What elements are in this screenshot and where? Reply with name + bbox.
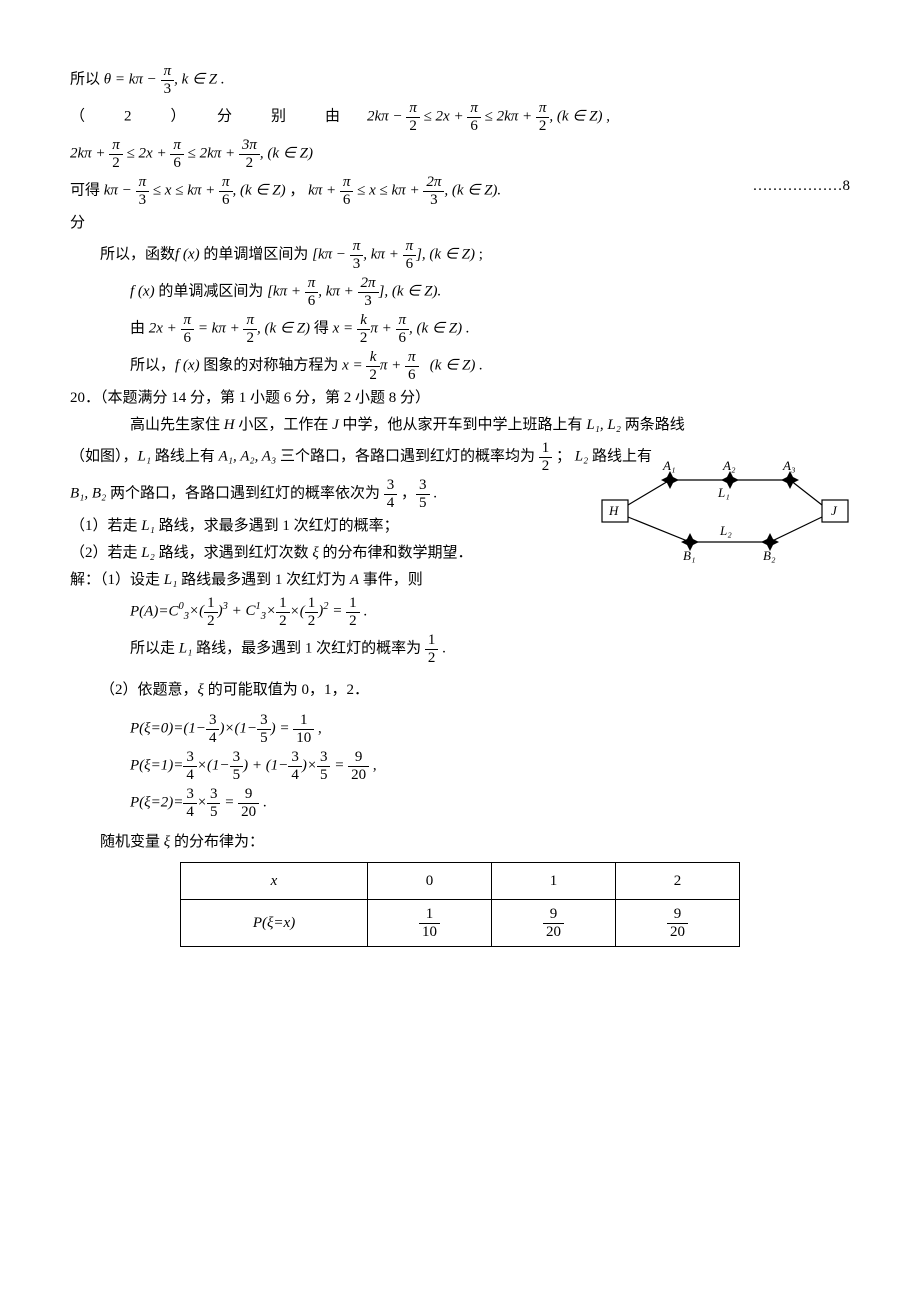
star-A1: [661, 471, 679, 489]
fen: 分: [70, 211, 850, 235]
route-diagram: H J A₁ A₂ A₃ B₁ B₂ L₁ L₂: [600, 450, 850, 570]
q20-header: 20．（本题满分 14 分，第 1 小题 6 分，第 2 小题 8 分）: [70, 386, 850, 410]
distribution-table: x 0 1 2 P(ξ=x) 110 920 920: [180, 862, 740, 947]
frac-pi3: π3: [161, 63, 175, 97]
score-dots: ………………8: [753, 174, 851, 198]
sym-axis: 所以，f (x) 图象的对称轴方程为 x = k2π + π6 (k ∈ Z) …: [70, 349, 850, 383]
sol2-intro: （2）依题意，ξ 的可能取值为 0，1，2．: [70, 678, 850, 702]
dist-intro: 随机变量 ξ 的分布律为：: [70, 830, 850, 854]
line-ineq2: 2kπ + π2 ≤ 2x + π6 ≤ 2kπ + 3π2, (k ∈ Z): [70, 137, 850, 171]
pxi1: P(ξ=1)=34×(1−35) + (1−34)×35 = 920 ,: [70, 749, 850, 783]
label-A1: A₁: [662, 458, 675, 473]
mono-dec: f (x) 的单调减区间为 [kπ + π6, kπ + 2π3], (k ∈ …: [70, 275, 850, 309]
col-0: 0: [368, 863, 492, 900]
text: 所以: [70, 71, 100, 87]
label-L2: L₂: [719, 523, 732, 538]
label-B1: B₁: [683, 548, 695, 563]
col-1: 1: [492, 863, 616, 900]
sol1-conc: 所以走 L₁ 路线，最多遇到 1 次红灯的概率为 12 .: [70, 632, 850, 666]
label-A3: A₃: [782, 458, 795, 473]
p0: 110: [368, 900, 492, 947]
q20-intro3: B₁, B₂ 两个路口，各路口遇到红灯的概率依次为 34 ，35 .: [70, 477, 610, 511]
label-H: H: [608, 503, 619, 518]
q20-intro1: 高山先生家住 H 小区，工作在 J 中学，他从家开车到中学上班路上有 L₁, L…: [70, 413, 850, 437]
label-B2: B₂: [763, 548, 776, 563]
col-x: x: [181, 863, 368, 900]
table-row: P(ξ=x) 110 920 920: [181, 900, 740, 947]
label: （ 2 ） 分 别 由: [70, 108, 352, 124]
table-row: x 0 1 2: [181, 863, 740, 900]
mono-inc: 所以，函数f (x) 的单调增区间为 [kπ − π3, kπ + π6], (…: [70, 238, 850, 272]
kz: , k ∈ Z .: [174, 71, 225, 87]
line-kdel: 可得 kπ − π3 ≤ x ≤ kπ + π6, (k ∈ Z) ， kπ +…: [70, 174, 850, 208]
sol1-intro: 解：（1）设走 L₁ 路线最多遇到 1 次红灯为 A 事件，则: [70, 568, 850, 592]
row-label: P(ξ=x): [181, 900, 368, 947]
line-part2-by: （ 2 ） 分 别 由 2kπ − π2 ≤ 2x + π6 ≤ 2kπ + π…: [70, 100, 850, 134]
p1: 920: [492, 900, 616, 947]
pxi2: P(ξ=2)=34×35 = 920 .: [70, 786, 850, 820]
pxi0: P(ξ=0)=(1−34)×(1−35) = 110 ,: [70, 712, 850, 746]
p2: 920: [616, 900, 740, 947]
label-L1: L₁: [717, 485, 730, 500]
label-A2: A₂: [722, 458, 736, 473]
star-A3: [781, 471, 799, 489]
sym-derive: 由 2x + π6 = kπ + π2, (k ∈ Z) 得 x = k2π +…: [70, 312, 850, 346]
PA-formula: P(A)=C03×(12)3 + C13×12×(12)2 = 12 .: [70, 595, 850, 629]
math: θ = kπ −: [104, 71, 161, 87]
line-theta: 所以 θ = kπ − π3, k ∈ Z .: [70, 63, 850, 97]
ineq1: 2kπ −: [367, 108, 406, 124]
col-2: 2: [616, 863, 740, 900]
